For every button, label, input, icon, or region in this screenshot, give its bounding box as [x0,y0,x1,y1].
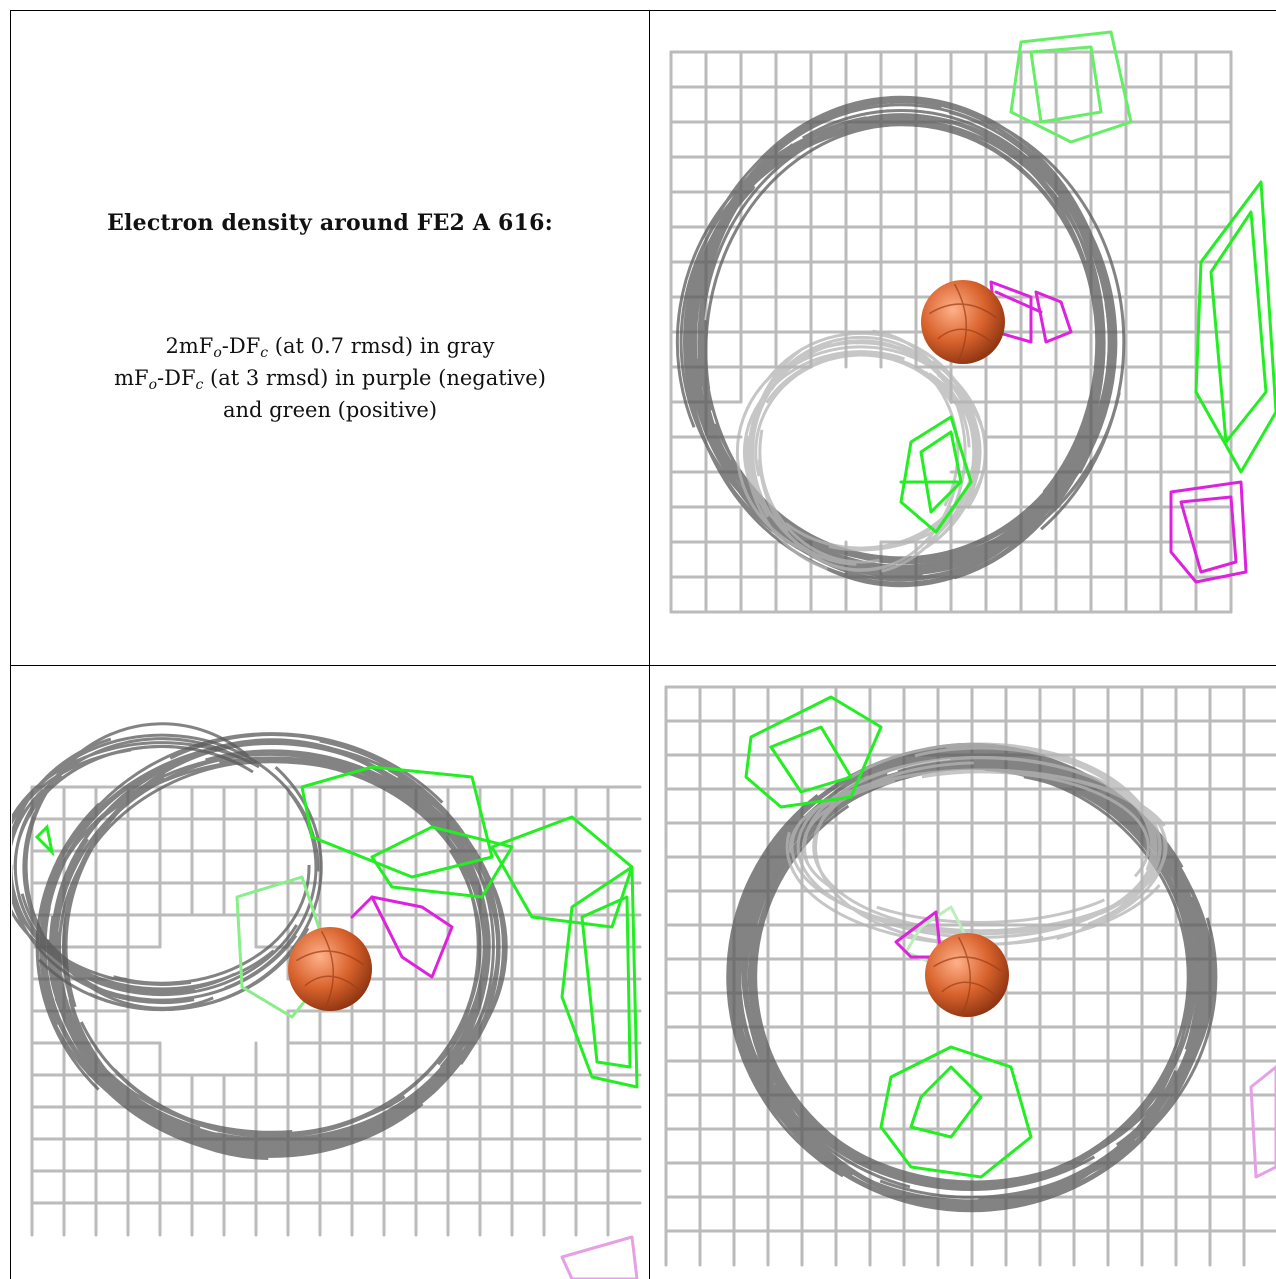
negative-density-purple [350,895,454,979]
negative-density-purple [1169,480,1248,584]
mesh-curves [12,722,323,1012]
caption-line-1: 2mFo-DFc (at 0.7 rmsd) in gray [165,334,495,361]
negative-density-purple [560,1235,639,1279]
positive-density-green [300,765,634,929]
electron-density-mesh-icon [669,30,1276,614]
iron-atom-sphere [921,280,1005,364]
rule-middle-vertical [649,10,650,1279]
rule-middle-horizontal [10,665,1276,666]
positive-density-green [744,695,883,809]
iron-atom-texture [296,930,365,1008]
density-view-3 [651,667,1276,1279]
electron-density-mesh-icon [12,722,642,1279]
positive-density-green [34,823,55,857]
mesh-curves [785,742,1168,947]
positive-density-green [1009,30,1133,144]
electron-density-mesh-icon [664,685,1276,1267]
caption-title: Electron density around FE2 A 616: [107,210,553,236]
negative-density-purple [1249,1065,1276,1179]
caption-line-3: and green (positive) [222,398,438,422]
density-view-1 [651,12,1276,664]
positive-density-green [879,1045,1033,1179]
iron-atom-texture [929,283,998,361]
caption-panel: Electron density around FE2 A 616: 2mFo-… [12,12,648,664]
iron-atom-texture [933,936,1002,1014]
rule-left [10,10,11,1279]
positive-density-green [1194,180,1276,474]
rule-top [10,10,1276,11]
density-view-2 [12,667,648,1279]
iron-atom-sphere [288,927,372,1011]
positive-density-green [560,865,639,1089]
mesh-grid [30,785,642,1237]
iron-atom-sphere [925,933,1009,1017]
caption-description: 2mFo-DFc (at 0.7 rmsd) in gray mFo-DFc (… [12,330,648,426]
positive-density-green [899,415,973,534]
caption-line-2: mFo-DFc (at 3 rmsd) in purple (negative) [114,366,546,393]
